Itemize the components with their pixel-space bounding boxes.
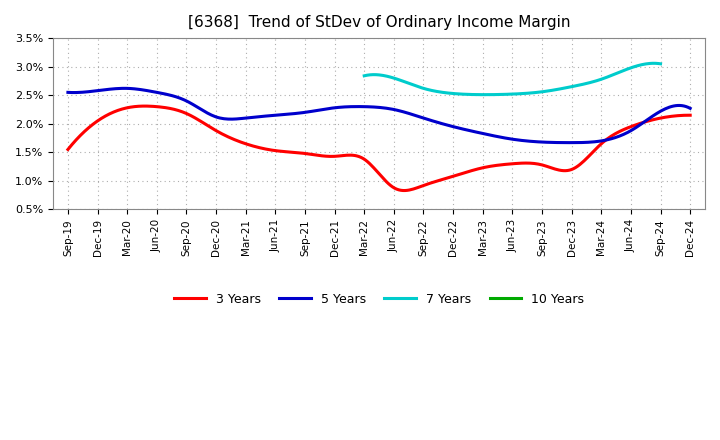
5 Years bbox=[593, 139, 601, 144]
5 Years bbox=[63, 90, 72, 95]
Title: [6368]  Trend of StDev of Ordinary Income Margin: [6368] Trend of StDev of Ordinary Income… bbox=[188, 15, 570, 30]
5 Years bbox=[436, 121, 445, 126]
5 Years bbox=[120, 86, 128, 91]
7 Years bbox=[536, 89, 545, 95]
7 Years bbox=[611, 71, 619, 77]
7 Years bbox=[360, 73, 369, 78]
7 Years bbox=[361, 73, 369, 78]
5 Years bbox=[66, 90, 74, 95]
3 Years bbox=[686, 113, 695, 118]
7 Years bbox=[649, 61, 658, 66]
7 Years bbox=[629, 64, 638, 70]
3 Years bbox=[63, 147, 72, 152]
3 Years bbox=[438, 177, 447, 182]
3 Years bbox=[449, 174, 457, 179]
Line: 7 Years: 7 Years bbox=[364, 63, 660, 95]
Line: 5 Years: 5 Years bbox=[68, 88, 690, 143]
5 Years bbox=[686, 106, 695, 111]
7 Years bbox=[537, 89, 546, 95]
Line: 3 Years: 3 Years bbox=[68, 106, 690, 191]
7 Years bbox=[542, 88, 551, 94]
5 Years bbox=[434, 120, 443, 125]
5 Years bbox=[631, 125, 640, 130]
7 Years bbox=[656, 61, 665, 66]
3 Years bbox=[436, 177, 445, 183]
Legend: 3 Years, 5 Years, 7 Years, 10 Years: 3 Years, 5 Years, 7 Years, 10 Years bbox=[169, 288, 589, 311]
3 Years bbox=[631, 122, 640, 128]
5 Years bbox=[446, 123, 455, 128]
3 Years bbox=[401, 188, 410, 193]
3 Years bbox=[140, 103, 149, 109]
3 Years bbox=[66, 144, 74, 150]
3 Years bbox=[593, 146, 601, 151]
5 Years bbox=[565, 140, 574, 145]
7 Years bbox=[481, 92, 490, 97]
